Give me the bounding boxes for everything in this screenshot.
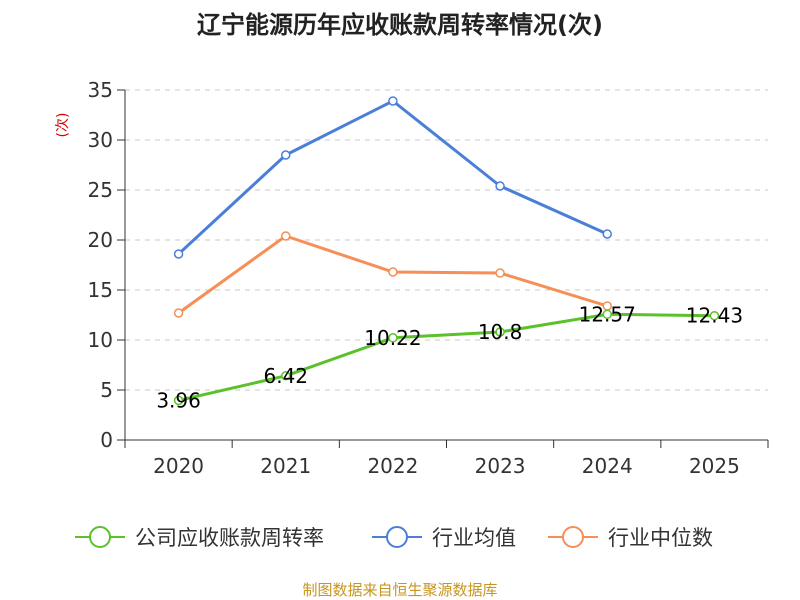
data-point (388, 333, 398, 343)
data-point (173, 249, 184, 259)
y-tick-label: 10 (88, 328, 113, 352)
legend-label: 行业均值 (432, 526, 516, 550)
y-tick-label: 25 (88, 178, 113, 202)
legend-marker-circle (386, 526, 408, 548)
data-label: 10.22 (364, 326, 421, 350)
y-tick-label: 20 (88, 228, 113, 252)
data-point (388, 267, 398, 277)
data-point (281, 150, 291, 160)
data-point (602, 229, 612, 239)
series-layer (173, 96, 720, 406)
data-label: 12.43 (686, 304, 743, 328)
data-point (281, 231, 291, 241)
data-point (709, 310, 720, 321)
y-tick-label: 5 (100, 378, 113, 402)
data-labels: 3.96 6.42 10.22 10.8 12.57 12.43 (156, 302, 743, 412)
legend-marker-circle (89, 526, 111, 548)
data-label: 12.57 (579, 302, 636, 326)
data-point (173, 308, 184, 318)
series-line (177, 99, 608, 256)
y-tick-label: 15 (88, 278, 113, 302)
data-point (281, 371, 291, 381)
x-tick-label: 2024 (582, 454, 633, 478)
data-label: 6.42 (263, 364, 308, 388)
data-point (495, 181, 505, 191)
x-tick-label: 2021 (260, 454, 311, 478)
data-point (495, 327, 505, 337)
data-point (388, 96, 398, 106)
source-note: 制图数据来自恒生聚源数据库 (302, 581, 497, 599)
data-label: 10.8 (478, 320, 523, 344)
grid-lines (125, 89, 768, 391)
x-tick-label: 2022 (367, 454, 418, 478)
y-tick-label: 35 (88, 78, 113, 102)
data-point (602, 309, 612, 320)
x-tick-label: 2023 (475, 454, 526, 478)
y-tick-label: 0 (100, 428, 113, 452)
legend-marker-circle (562, 526, 584, 548)
legend-label: 公司应收账款周转率 (135, 526, 324, 550)
x-tick-label: 2025 (689, 454, 740, 478)
series-line (178, 312, 715, 402)
y-tick-label: 30 (88, 128, 113, 152)
legend-label: 行业中位数 (608, 526, 713, 550)
x-tick-label: 2020 (153, 454, 204, 478)
data-point (173, 395, 184, 406)
data-point (495, 268, 505, 278)
data-label: 3.96 (156, 388, 201, 412)
legend: 公司应收账款周转率 行业均值 行业中位数 (75, 526, 713, 550)
chart-title: 辽宁能源历年应收账款周转率情况(次) (197, 11, 603, 39)
y-axis-label: (次) (55, 113, 71, 138)
